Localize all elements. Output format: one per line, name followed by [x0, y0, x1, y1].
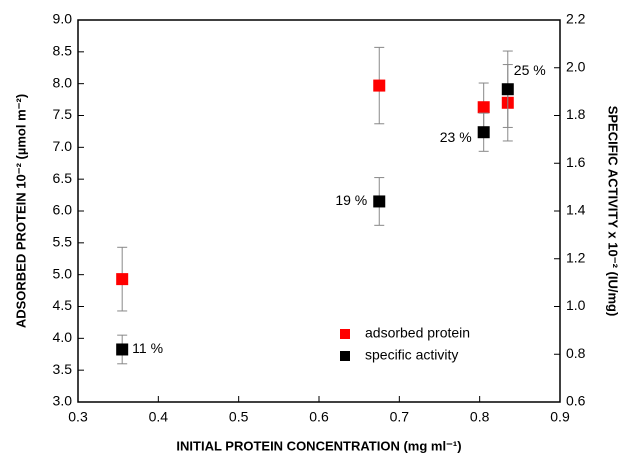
- marker: [116, 273, 129, 286]
- y2-tick-label: 0.8: [566, 345, 586, 361]
- marker: [373, 79, 386, 92]
- y2-tick-label: 2.0: [566, 58, 586, 74]
- y2-tick-label: 1.2: [566, 249, 586, 265]
- y-tick-label: 6.5: [53, 170, 73, 186]
- y-tick-label: 9.0: [53, 11, 73, 27]
- x-tick-label: 0.5: [229, 409, 249, 425]
- y2-tick-label: 1.8: [566, 106, 586, 122]
- y-tick-label: 8.5: [53, 43, 73, 59]
- y2-axis-label: SPECIFIC ACTIVITY x 10⁻² (IU/mg): [606, 106, 621, 317]
- marker: [501, 83, 514, 96]
- annotation: 11 %: [132, 340, 163, 356]
- marker: [477, 126, 490, 139]
- marker: [477, 101, 490, 114]
- y-tick-label: 7.5: [53, 106, 73, 122]
- y-tick-label: 5.0: [53, 265, 73, 281]
- y-tick-label: 6.0: [53, 202, 73, 218]
- annotation: 25 %: [514, 62, 546, 78]
- legend-label: specific activity: [365, 347, 458, 363]
- y-tick-label: 3.0: [53, 393, 73, 409]
- y-tick-label: 3.5: [53, 361, 73, 377]
- y2-tick-label: 1.6: [566, 154, 586, 170]
- x-axis-label: INITIAL PROTEIN CONCENTRATION (mg ml⁻¹): [176, 438, 461, 453]
- y-tick-label: 7.0: [53, 138, 73, 154]
- y-axis-label: ADSORBED PROTEIN 10⁻² (µmol m⁻²): [13, 94, 28, 328]
- x-tick-label: 0.7: [390, 409, 410, 425]
- y-tick-label: 4.5: [53, 297, 73, 313]
- x-tick-label: 0.8: [470, 409, 490, 425]
- legend-swatch: [340, 329, 350, 339]
- y-tick-label: 4.0: [53, 329, 73, 345]
- marker: [373, 195, 386, 208]
- y2-tick-label: 2.2: [566, 11, 586, 27]
- y2-tick-label: 0.6: [566, 393, 586, 409]
- y2-tick-label: 1.0: [566, 297, 586, 313]
- legend-swatch: [340, 351, 350, 361]
- y2-tick-label: 1.4: [566, 202, 586, 218]
- marker: [116, 343, 129, 356]
- legend-label: adsorbed protein: [365, 325, 470, 341]
- annotation: 23 %: [440, 129, 472, 145]
- x-tick-label: 0.6: [309, 409, 329, 425]
- x-tick-label: 0.9: [550, 409, 570, 425]
- y-tick-label: 5.5: [53, 234, 73, 250]
- x-tick-label: 0.4: [149, 409, 169, 425]
- y-tick-label: 8.0: [53, 74, 73, 90]
- x-tick-label: 0.3: [68, 409, 88, 425]
- annotation: 19 %: [335, 192, 367, 208]
